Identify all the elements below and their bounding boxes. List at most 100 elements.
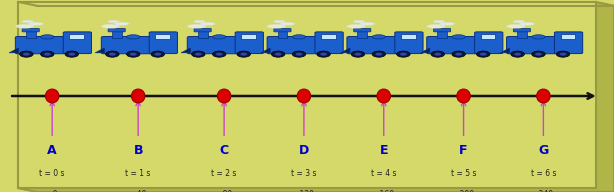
Text: t = 1 s: t = 1 s <box>125 169 151 178</box>
Ellipse shape <box>476 51 490 57</box>
Ellipse shape <box>431 51 445 57</box>
Ellipse shape <box>560 53 566 56</box>
Text: C: C <box>220 144 228 157</box>
Ellipse shape <box>217 89 231 103</box>
FancyBboxPatch shape <box>507 36 568 54</box>
Text: x = 80 m: x = 80 m <box>206 190 242 192</box>
Text: t = 0 s: t = 0 s <box>39 169 65 178</box>
Ellipse shape <box>126 35 140 39</box>
FancyBboxPatch shape <box>149 32 177 54</box>
Ellipse shape <box>271 51 285 57</box>
Ellipse shape <box>439 22 455 26</box>
Ellipse shape <box>23 53 29 56</box>
Text: x = 160 m: x = 160 m <box>364 190 403 192</box>
Ellipse shape <box>317 51 330 57</box>
Text: x = 40 m: x = 40 m <box>120 190 156 192</box>
Ellipse shape <box>537 89 550 103</box>
Ellipse shape <box>372 51 386 57</box>
FancyBboxPatch shape <box>63 32 91 54</box>
FancyBboxPatch shape <box>354 28 371 32</box>
Ellipse shape <box>292 35 306 39</box>
FancyBboxPatch shape <box>26 31 36 38</box>
Ellipse shape <box>193 20 206 23</box>
FancyBboxPatch shape <box>513 28 530 32</box>
Polygon shape <box>500 48 510 53</box>
Ellipse shape <box>114 22 130 26</box>
Text: t = 5 s: t = 5 s <box>451 169 476 178</box>
Ellipse shape <box>155 53 161 56</box>
Ellipse shape <box>347 24 365 28</box>
Polygon shape <box>95 48 104 53</box>
Ellipse shape <box>279 22 295 26</box>
FancyBboxPatch shape <box>395 32 423 54</box>
FancyBboxPatch shape <box>561 34 575 39</box>
Ellipse shape <box>212 35 226 39</box>
Ellipse shape <box>109 53 115 56</box>
Ellipse shape <box>427 24 445 28</box>
FancyBboxPatch shape <box>22 28 39 32</box>
Ellipse shape <box>212 51 226 57</box>
FancyBboxPatch shape <box>108 28 125 32</box>
Ellipse shape <box>200 22 216 26</box>
Ellipse shape <box>507 24 525 28</box>
Ellipse shape <box>292 51 306 57</box>
FancyBboxPatch shape <box>517 31 527 38</box>
FancyBboxPatch shape <box>475 32 503 54</box>
FancyBboxPatch shape <box>155 34 170 39</box>
Ellipse shape <box>101 24 120 28</box>
Text: G: G <box>538 144 548 157</box>
Text: t = 2 s: t = 2 s <box>211 169 237 178</box>
Ellipse shape <box>107 20 120 23</box>
FancyBboxPatch shape <box>267 36 328 54</box>
Ellipse shape <box>353 20 365 23</box>
Ellipse shape <box>321 53 327 56</box>
Ellipse shape <box>515 53 521 56</box>
Text: F: F <box>459 144 468 157</box>
Polygon shape <box>261 48 270 53</box>
Text: x = 240 m: x = 240 m <box>524 190 563 192</box>
Ellipse shape <box>273 20 286 23</box>
Ellipse shape <box>513 20 525 23</box>
Polygon shape <box>596 2 614 192</box>
FancyBboxPatch shape <box>274 28 291 32</box>
Ellipse shape <box>267 24 286 28</box>
Ellipse shape <box>452 35 465 39</box>
Ellipse shape <box>433 20 445 23</box>
Ellipse shape <box>456 53 462 56</box>
Ellipse shape <box>15 24 34 28</box>
Ellipse shape <box>532 35 545 39</box>
Ellipse shape <box>130 53 137 56</box>
FancyBboxPatch shape <box>235 32 263 54</box>
Ellipse shape <box>532 51 545 57</box>
Ellipse shape <box>372 35 386 39</box>
FancyBboxPatch shape <box>15 36 77 54</box>
Text: D: D <box>299 144 309 157</box>
Ellipse shape <box>21 20 34 23</box>
Ellipse shape <box>216 53 222 56</box>
FancyBboxPatch shape <box>427 36 488 54</box>
FancyBboxPatch shape <box>101 36 163 54</box>
FancyBboxPatch shape <box>437 31 447 38</box>
Ellipse shape <box>355 53 361 56</box>
Text: t = 4 s: t = 4 s <box>371 169 397 178</box>
Ellipse shape <box>377 89 391 103</box>
Polygon shape <box>341 48 350 53</box>
Ellipse shape <box>435 53 441 56</box>
Ellipse shape <box>192 51 205 57</box>
Text: x = 0 m: x = 0 m <box>37 190 68 192</box>
Text: A: A <box>47 144 57 157</box>
Polygon shape <box>18 2 596 188</box>
FancyBboxPatch shape <box>357 31 367 38</box>
Text: t = 3 s: t = 3 s <box>291 169 317 178</box>
FancyBboxPatch shape <box>321 34 336 39</box>
FancyBboxPatch shape <box>481 34 495 39</box>
Ellipse shape <box>275 53 281 56</box>
Ellipse shape <box>41 35 54 39</box>
FancyBboxPatch shape <box>401 34 416 39</box>
Ellipse shape <box>106 51 119 57</box>
FancyBboxPatch shape <box>315 32 343 54</box>
Ellipse shape <box>241 53 247 56</box>
Ellipse shape <box>556 51 570 57</box>
Ellipse shape <box>237 51 251 57</box>
Ellipse shape <box>511 51 524 57</box>
